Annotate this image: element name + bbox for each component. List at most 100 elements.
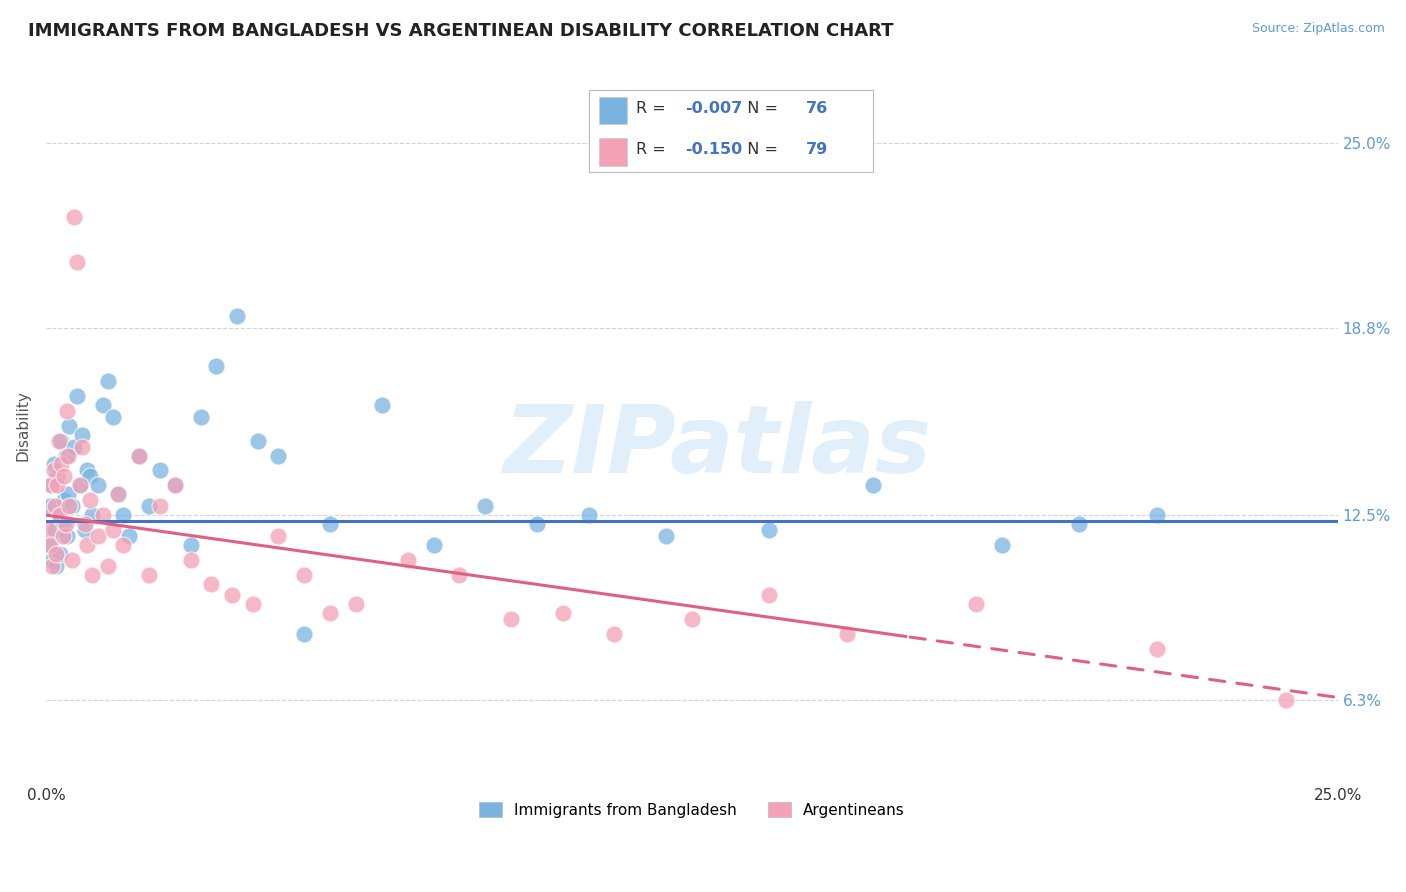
Point <box>149 499 172 513</box>
Point <box>66 255 89 269</box>
Point <box>165 478 187 492</box>
Point <box>474 499 496 513</box>
Point <box>79 493 101 508</box>
Point <box>70 427 93 442</box>
Point <box>603 627 626 641</box>
Point <box>55 449 77 463</box>
Point <box>46 478 69 492</box>
Point <box>758 589 780 603</box>
Point <box>48 508 70 522</box>
Point <box>49 547 72 561</box>
Text: N =: N = <box>737 102 783 116</box>
Point <box>422 538 444 552</box>
Text: 76: 76 <box>806 102 828 116</box>
Point <box>44 499 66 513</box>
Point <box>46 469 69 483</box>
Point <box>63 440 86 454</box>
Point <box>117 529 139 543</box>
Point <box>44 523 66 537</box>
Point <box>56 487 79 501</box>
Point <box>79 469 101 483</box>
Point <box>73 523 96 537</box>
Point <box>82 567 104 582</box>
Text: Source: ZipAtlas.com: Source: ZipAtlas.com <box>1251 22 1385 36</box>
Point <box>128 449 150 463</box>
Point <box>758 523 780 537</box>
Point <box>221 589 243 603</box>
Point <box>101 409 124 424</box>
Point <box>45 547 67 561</box>
Point <box>86 529 108 543</box>
Text: 79: 79 <box>806 143 828 158</box>
Point <box>499 612 522 626</box>
Point <box>49 508 72 522</box>
Point <box>97 558 120 573</box>
Point <box>82 508 104 522</box>
Point <box>86 478 108 492</box>
Bar <box>599 138 627 166</box>
Point <box>51 458 73 472</box>
Point <box>991 538 1014 552</box>
Point <box>180 553 202 567</box>
Text: IMMIGRANTS FROM BANGLADESH VS ARGENTINEAN DISABILITY CORRELATION CHART: IMMIGRANTS FROM BANGLADESH VS ARGENTINEA… <box>28 22 894 40</box>
Point <box>55 516 77 531</box>
Text: -0.150: -0.150 <box>685 143 742 158</box>
Point <box>53 469 76 483</box>
Point <box>862 478 884 492</box>
Point <box>58 418 80 433</box>
Point <box>835 627 858 641</box>
Point <box>91 508 114 522</box>
Point <box>42 458 65 472</box>
Point <box>371 398 394 412</box>
Point <box>267 529 290 543</box>
Point <box>41 553 63 567</box>
Point <box>526 516 548 531</box>
Point <box>226 309 249 323</box>
Point <box>69 478 91 492</box>
Text: -0.007: -0.007 <box>685 102 742 116</box>
Point <box>205 359 228 374</box>
Point <box>70 440 93 454</box>
Point <box>578 508 600 522</box>
Point <box>138 567 160 582</box>
Point <box>76 463 98 477</box>
Point <box>60 553 83 567</box>
Point <box>97 374 120 388</box>
Point <box>39 478 62 492</box>
Point <box>112 538 135 552</box>
Text: ZIPatlas: ZIPatlas <box>503 401 932 493</box>
Point <box>55 404 77 418</box>
Point <box>38 538 60 552</box>
Point <box>66 389 89 403</box>
Point <box>242 598 264 612</box>
Point <box>344 598 367 612</box>
Point <box>655 529 678 543</box>
Point <box>551 607 574 621</box>
Bar <box>599 97 627 125</box>
Point <box>149 463 172 477</box>
Point <box>39 478 62 492</box>
Point <box>51 516 73 531</box>
Point <box>246 434 269 448</box>
Point <box>319 516 342 531</box>
Point <box>138 499 160 513</box>
Point <box>63 211 86 225</box>
Point <box>69 478 91 492</box>
Point <box>39 499 62 513</box>
Text: R =: R = <box>637 102 671 116</box>
Point <box>76 538 98 552</box>
Point <box>56 449 79 463</box>
Point <box>107 487 129 501</box>
Point <box>681 612 703 626</box>
Point <box>45 558 67 573</box>
Legend: Immigrants from Bangladesh, Argentineans: Immigrants from Bangladesh, Argentineans <box>471 794 912 825</box>
Point <box>1146 642 1168 657</box>
Point <box>292 627 315 641</box>
Point <box>55 529 77 543</box>
Point <box>319 607 342 621</box>
Point <box>60 499 83 513</box>
Point <box>1275 692 1298 706</box>
Point <box>200 576 222 591</box>
Point <box>180 538 202 552</box>
Point <box>190 409 212 424</box>
